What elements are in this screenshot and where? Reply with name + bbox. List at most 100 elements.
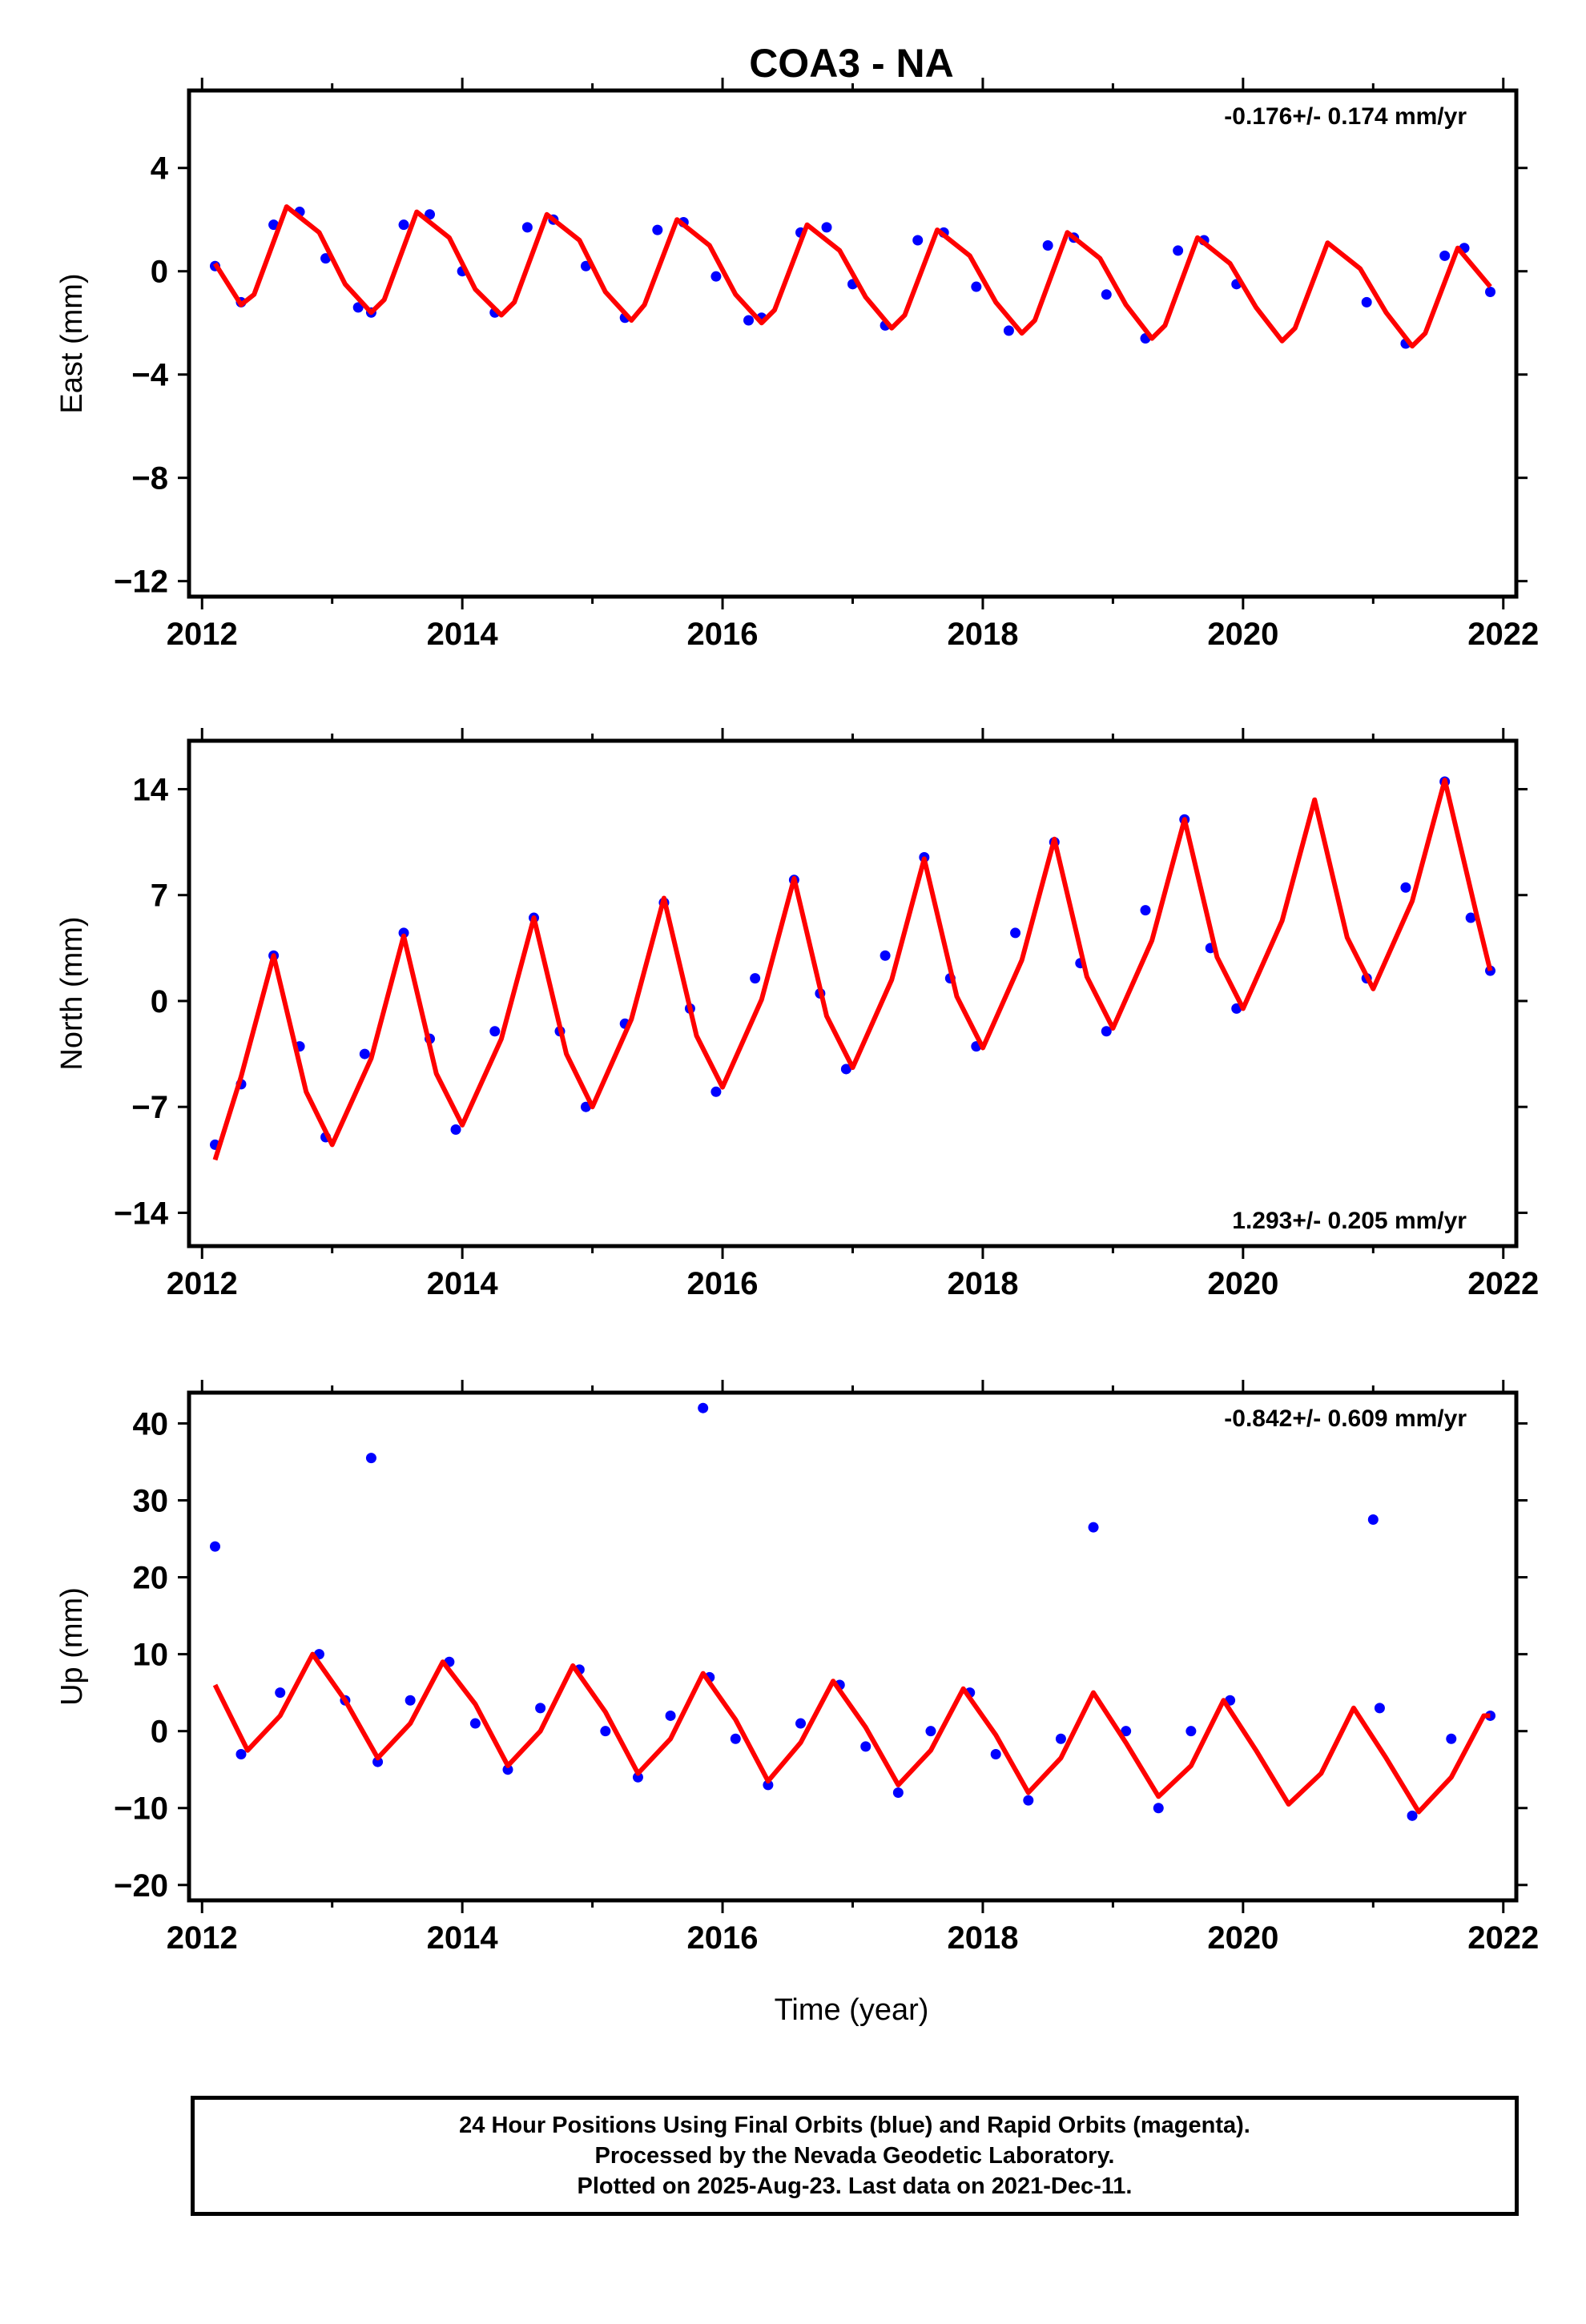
east-data-point — [821, 222, 832, 233]
up-data-point — [275, 1687, 286, 1699]
east-data-point — [743, 315, 755, 326]
north-data-point — [750, 973, 761, 984]
up-data-point — [1088, 1522, 1099, 1533]
east-data-point — [521, 222, 533, 233]
up-data-point — [209, 1541, 220, 1552]
up-panel: 2012 2014 2016 2018 2020 2022 40 30 20 10 0 −10 −20 U… — [55, 1380, 1539, 1956]
up-data-point — [860, 1741, 871, 1752]
north-data-point — [1101, 1026, 1112, 1037]
up-data-point — [469, 1718, 481, 1729]
up-data-point — [1185, 1726, 1197, 1737]
up-data-point — [502, 1764, 513, 1775]
north-data-layer — [209, 776, 1496, 1161]
north-model-curve — [212, 778, 1493, 1161]
north-x-tick-label: 2022 — [1467, 1266, 1539, 1301]
up-data-point — [795, 1718, 807, 1729]
up-data-point — [763, 1779, 774, 1791]
up-data-point — [1055, 1733, 1066, 1744]
north-data-point — [1140, 905, 1151, 916]
footer-note: 24 Hour Positions Using Final Orbits (bl… — [191, 2096, 1519, 2216]
east-x-tick-label: 2018 — [947, 617, 1018, 652]
east-x-tick-label: 2016 — [687, 617, 759, 652]
north-y-tick-label: 7 — [151, 879, 168, 914]
east-data-point — [352, 302, 364, 313]
east-data-point — [1485, 287, 1496, 298]
east-data-point — [710, 271, 722, 282]
up-data-point — [1153, 1803, 1164, 1814]
up-data-point — [925, 1726, 936, 1737]
up-y-tick-label: −20 — [114, 1868, 168, 1904]
north-data-point — [1010, 927, 1021, 939]
north-y-tick-label: −14 — [114, 1196, 169, 1231]
east-x-tick-label: 2020 — [1207, 617, 1278, 652]
east-data-point — [268, 219, 280, 231]
north-x-tick-label: 2018 — [947, 1266, 1018, 1301]
up-model-curve — [212, 1651, 1491, 1815]
north-data-point — [1465, 912, 1476, 923]
east-data-point — [1003, 325, 1014, 336]
east-data-point — [1439, 250, 1451, 261]
x-axis-label: Time (year) — [775, 1993, 929, 2027]
east-y-tick-label: −4 — [131, 358, 168, 393]
east-x-tick-label: 2022 — [1467, 617, 1539, 652]
up-data-point — [600, 1726, 611, 1737]
up-data-point — [665, 1710, 676, 1721]
footer-line-3: Plotted on 2025-Aug-23. Last data on 202… — [577, 2173, 1133, 2199]
east-y-axis-label: East (mm) — [55, 273, 89, 413]
east-y-tick-label: −8 — [131, 461, 168, 497]
up-y-tick-label: 40 — [133, 1406, 169, 1441]
up-data-point — [1485, 1710, 1496, 1721]
up-y-axis-label: Up (mm) — [55, 1587, 89, 1706]
up-data-point — [698, 1402, 709, 1413]
east-data-point — [1173, 245, 1184, 256]
footer-line-1: 24 Hour Positions Using Final Orbits (bl… — [459, 2113, 1250, 2138]
north-x-tick-label: 2016 — [687, 1266, 759, 1301]
north-rate-label: 1.293+/- 0.205 mm/yr — [1232, 1208, 1467, 1234]
north-panel: 2012 2014 2016 2018 2020 2022 14 7 0 −7 −14 North (… — [55, 728, 1539, 1301]
up-data-point — [892, 1787, 904, 1799]
north-data-point — [489, 1026, 501, 1037]
east-data-point — [425, 209, 436, 220]
chart-title: COA3 - NA — [749, 41, 954, 86]
north-data-point — [1400, 882, 1411, 893]
east-data-point — [971, 281, 982, 292]
up-x-tick-label: 2012 — [167, 1920, 238, 1956]
up-y-tick-label: 30 — [133, 1483, 169, 1518]
up-rate-label: -0.842+/- 0.609 mm/yr — [1224, 1405, 1467, 1432]
up-data-point — [1374, 1703, 1385, 1714]
east-model-curve — [212, 204, 1492, 349]
up-data-layer — [209, 1402, 1496, 1821]
up-x-tick-label: 2018 — [947, 1920, 1018, 1956]
up-y-tick-label: 10 — [133, 1638, 169, 1673]
east-x-tick-label: 2012 — [167, 617, 238, 652]
up-data-point — [235, 1748, 247, 1759]
up-data-point — [405, 1695, 416, 1706]
up-data-point — [372, 1756, 384, 1767]
up-x-tick-label: 2014 — [427, 1920, 499, 1956]
north-data-point — [359, 1048, 370, 1059]
north-data-point — [398, 927, 409, 939]
up-data-point — [365, 1453, 376, 1464]
east-data-point — [652, 224, 663, 235]
up-data-point — [1121, 1726, 1132, 1737]
east-panel: 2012 2014 2016 2018 2020 2022 4 0 −4 −8 −12 East (m… — [55, 78, 1539, 652]
east-data-point — [398, 219, 409, 231]
up-x-tick-label: 2020 — [1207, 1920, 1278, 1956]
north-x-tick-label: 2020 — [1207, 1266, 1278, 1301]
east-y-tick-label: 4 — [151, 151, 169, 187]
up-y-tick-label: 20 — [133, 1561, 169, 1596]
up-y-tick-label: −10 — [114, 1791, 168, 1827]
north-x-tick-label: 2014 — [427, 1266, 499, 1301]
east-y-tick-label: −12 — [114, 565, 168, 600]
up-data-point — [730, 1733, 741, 1744]
up-x-tick-label: 2022 — [1467, 1920, 1539, 1956]
east-data-point — [912, 235, 924, 246]
east-y-tick-label: 0 — [151, 255, 168, 290]
east-data-point — [1042, 239, 1053, 251]
up-data-point — [632, 1771, 643, 1783]
up-y-tick-label: 0 — [151, 1715, 168, 1750]
up-x-tick-label: 2016 — [687, 1920, 759, 1956]
up-data-point — [1407, 1810, 1418, 1821]
north-data-point — [840, 1063, 851, 1075]
